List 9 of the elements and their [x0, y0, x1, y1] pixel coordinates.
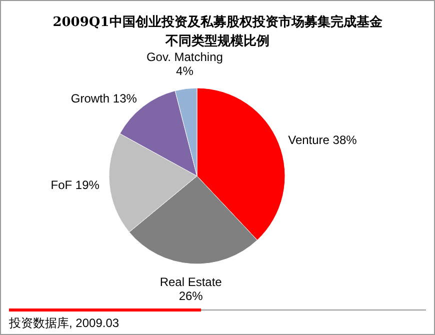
data-label: 4%	[176, 64, 194, 78]
text: 投资数据库, 2009.03	[9, 315, 120, 332]
data-label: 26%	[178, 288, 204, 303]
slice-label: Real Estate	[160, 274, 222, 289]
slice-label: Growth 13%	[70, 92, 138, 106]
chart-title: 2009Q1中国创业投资及私募股权投资市场募集完成基金不同类型规模比例	[52, 14, 384, 51]
slice-label: Gov. Matching	[146, 50, 223, 64]
slice-label: FoF 19%	[50, 178, 100, 192]
slice-label: Venture 38%	[288, 132, 358, 147]
